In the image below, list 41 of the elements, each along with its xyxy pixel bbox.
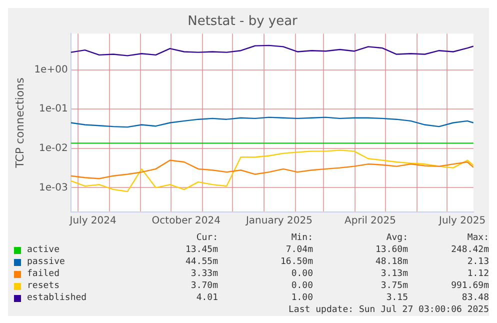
legend-label: established bbox=[27, 292, 87, 304]
text: 3.15 bbox=[385, 292, 408, 304]
text: 16.50m bbox=[279, 256, 313, 268]
legend-label: active bbox=[27, 244, 60, 256]
text: Max: bbox=[466, 232, 489, 244]
text: 44.55m bbox=[184, 256, 218, 268]
chart-title: Netstat - by year bbox=[188, 14, 298, 30]
x-tick-label: April 2025 bbox=[344, 216, 396, 227]
legend-label: failed bbox=[27, 268, 60, 280]
y-tick-label: 1e-01 bbox=[38, 104, 68, 115]
y-tick-label: 1e-02 bbox=[38, 143, 68, 154]
x-tick-label: October 2024 bbox=[152, 216, 220, 227]
text: 3.13m bbox=[380, 268, 408, 280]
x-tick-label: January 2025 bbox=[244, 216, 312, 227]
text: 7.04m bbox=[284, 244, 313, 256]
text: Cur: bbox=[195, 232, 218, 244]
text: 3.33m bbox=[190, 268, 218, 280]
text: 0.00 bbox=[290, 268, 313, 280]
text: 13.60m bbox=[374, 244, 408, 256]
text: Min: bbox=[290, 232, 313, 244]
text: Last update: Sun Jul 27 03:00:06 2025 bbox=[288, 304, 489, 316]
text: 2.13 bbox=[466, 256, 489, 268]
text: 4.01 bbox=[195, 292, 218, 304]
y-tick-label: 1e+00 bbox=[34, 64, 68, 76]
text: 248.42m bbox=[450, 244, 489, 256]
text: 3.70m bbox=[190, 280, 218, 292]
x-tick-label: July 2024 bbox=[68, 216, 116, 227]
text: 1.12 bbox=[466, 268, 489, 280]
y-axis-title: TCP connections bbox=[13, 77, 26, 169]
x-tick-label: July 2025 bbox=[438, 216, 486, 227]
text: 0.00 bbox=[290, 280, 313, 292]
text: 48.18m bbox=[374, 256, 408, 268]
text: 13.45m bbox=[184, 244, 218, 256]
text: Avg: bbox=[385, 232, 408, 244]
y-tick-label: 1e-03 bbox=[38, 182, 68, 194]
text: 3.75m bbox=[380, 280, 408, 292]
text: 1.00 bbox=[290, 292, 313, 304]
legend-label: resets bbox=[27, 280, 60, 292]
text: 991.69m bbox=[450, 280, 489, 292]
text: 83.48 bbox=[460, 292, 489, 304]
legend-label: passive bbox=[27, 256, 65, 268]
